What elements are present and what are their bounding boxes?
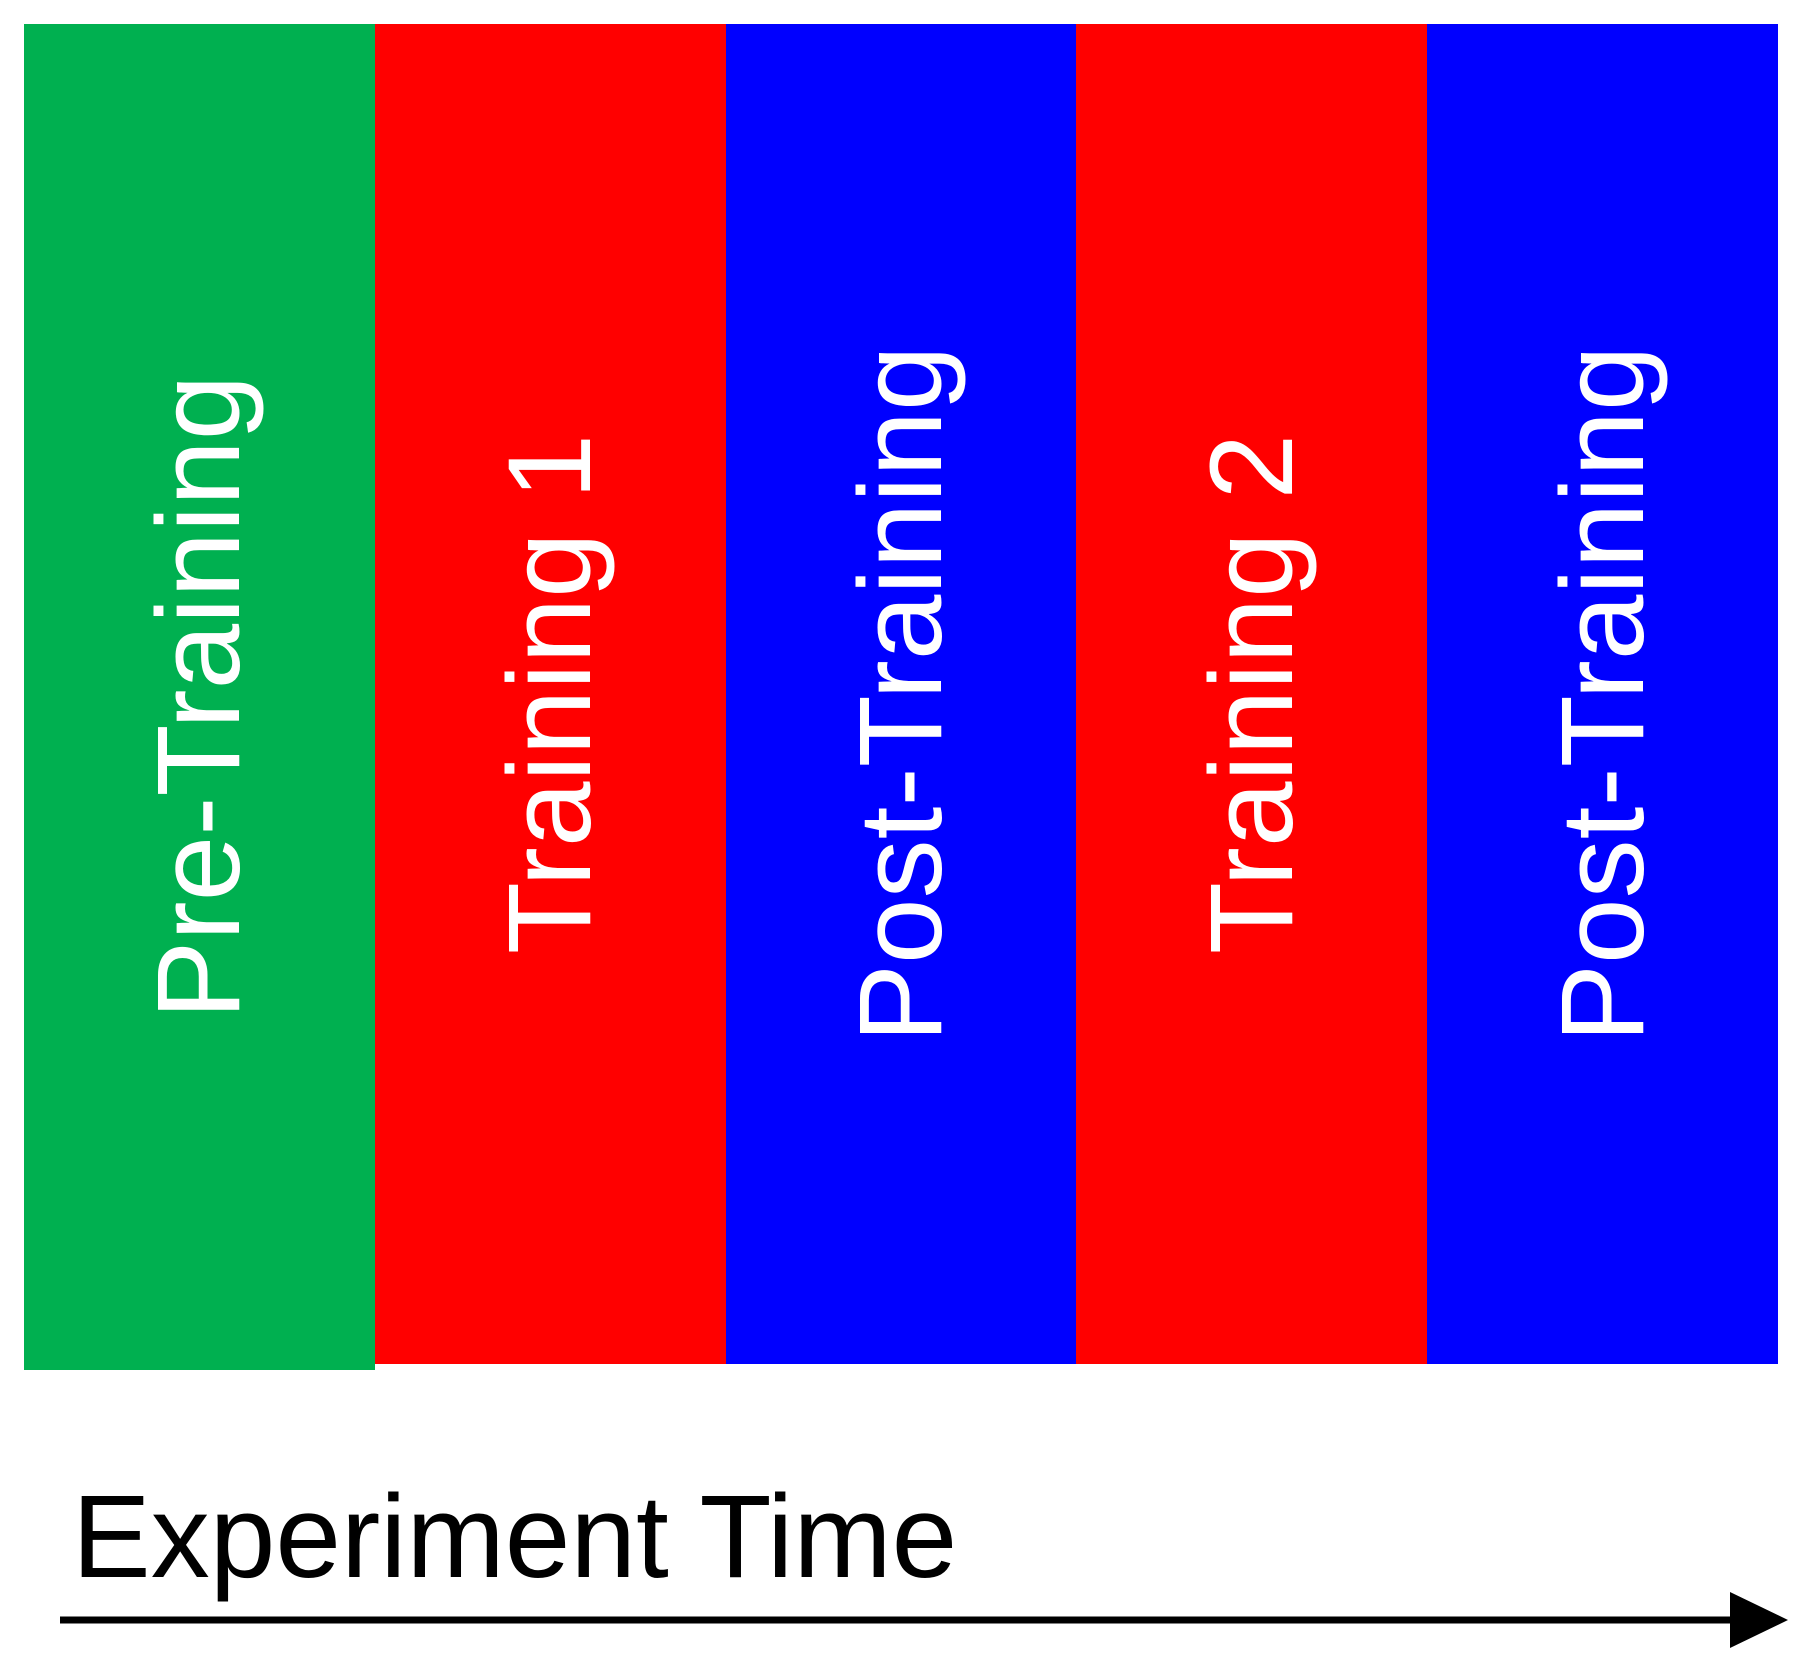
experiment-time-label: Experiment Time: [72, 1471, 958, 1603]
phase-label-training-1: Training 1: [484, 433, 617, 955]
phase-label-training-2: Training 2: [1185, 433, 1318, 955]
phase-label-pre-training: Pre-Training: [133, 374, 266, 1020]
phase-label-post-training-2: Post-Training: [1536, 345, 1669, 1043]
phase-band-pre-training: Pre-Training: [24, 24, 375, 1370]
phase-band-training-2: Training 2: [1076, 24, 1428, 1364]
phase-timeline: Pre-Training Training 1 Post-Training Tr…: [24, 24, 1778, 1370]
phase-band-post-training-2: Post-Training: [1427, 24, 1778, 1364]
time-arrow-icon: [60, 1592, 1788, 1648]
time-arrow-head: [1730, 1592, 1788, 1648]
phase-band-training-1: Training 1: [374, 24, 726, 1364]
phase-band-post-training-1: Post-Training: [725, 24, 1077, 1364]
phase-label-post-training-1: Post-Training: [834, 345, 967, 1043]
